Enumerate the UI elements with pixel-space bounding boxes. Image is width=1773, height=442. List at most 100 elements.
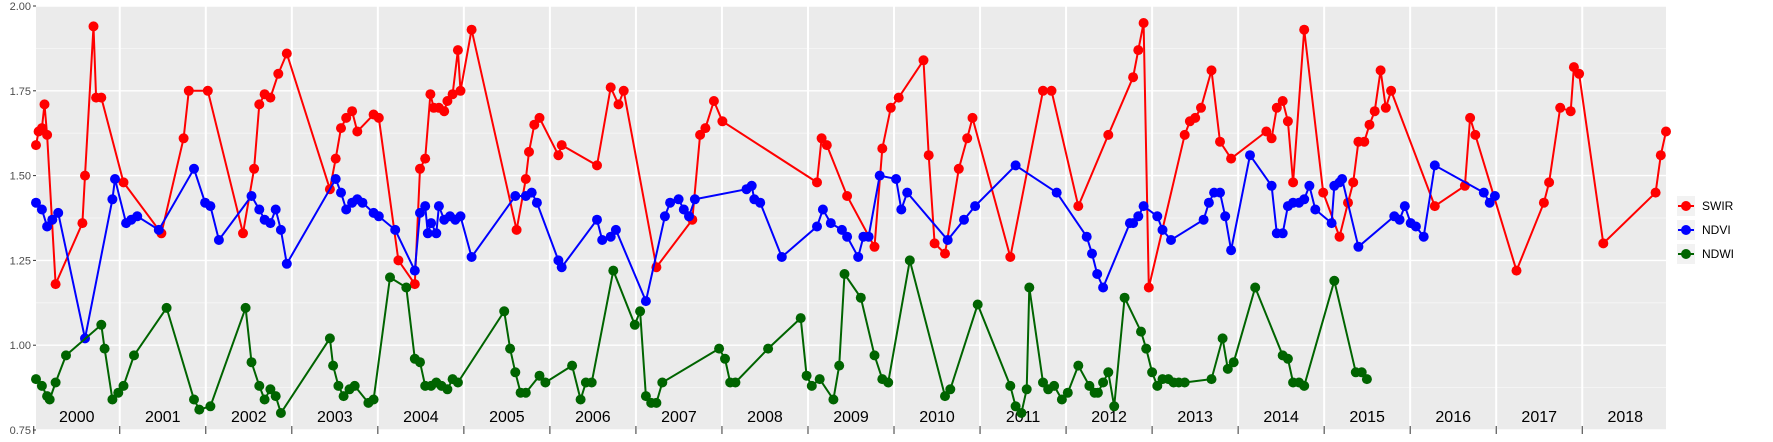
data-point-ndvi xyxy=(390,224,401,235)
data-point-swir xyxy=(1655,150,1666,161)
data-point-ndvi xyxy=(1310,204,1321,215)
data-point-swir xyxy=(842,191,853,201)
data-point-swir xyxy=(1375,65,1386,76)
data-point-ndvi xyxy=(422,228,433,239)
year-label-2013: 2013 xyxy=(1177,409,1213,426)
data-point-ndwi xyxy=(246,357,257,368)
data-point-ndwi xyxy=(801,370,812,381)
data-point-swir xyxy=(466,24,477,35)
data-point-ndvi xyxy=(812,221,822,232)
data-point-swir xyxy=(1143,282,1154,293)
data-point-ndwi xyxy=(635,306,646,317)
data-point-ndwi xyxy=(855,292,866,303)
data-point-swir xyxy=(885,102,896,113)
data-point-swir xyxy=(1282,116,1293,127)
data-point-swir xyxy=(1138,18,1149,28)
data-point-ndwi xyxy=(205,401,216,412)
data-point-ndwi xyxy=(1024,282,1035,293)
data-point-ndvi xyxy=(817,204,828,215)
data-point-ndvi xyxy=(678,204,689,215)
data-point-swir xyxy=(1226,153,1237,164)
data-point-ndvi xyxy=(1133,211,1144,222)
data-point-ndwi xyxy=(763,343,774,354)
data-point-ndvi xyxy=(36,204,47,215)
data-point-ndvi xyxy=(776,252,787,262)
data-point-swir xyxy=(1565,106,1576,117)
data-point-swir xyxy=(893,92,904,103)
data-point-swir xyxy=(183,85,194,96)
data-point-ndwi xyxy=(36,380,47,391)
data-point-ndwi xyxy=(275,408,286,418)
data-point-swir xyxy=(613,99,624,110)
data-point-ndvi xyxy=(1337,174,1348,184)
data-point-ndvi xyxy=(592,214,602,225)
data-point-ndwi xyxy=(720,353,730,364)
data-point-swir xyxy=(77,218,88,229)
data-point-swir xyxy=(80,170,90,181)
y-tick-label: 0.75 xyxy=(10,425,31,437)
data-point-ndwi xyxy=(1179,377,1190,388)
data-point-ndvi xyxy=(47,214,58,225)
data-point-ndvi xyxy=(1418,231,1429,242)
data-point-ndwi xyxy=(640,391,651,402)
data-point-swir xyxy=(812,177,822,188)
legend-label-swir: SWIR xyxy=(1702,199,1734,213)
data-point-swir xyxy=(700,123,711,134)
data-point-ndwi xyxy=(883,377,894,388)
data-point-swir xyxy=(347,106,358,117)
data-point-ndwi xyxy=(254,380,265,391)
legend-label-ndvi: NDVI xyxy=(1702,223,1731,237)
data-point-ndwi xyxy=(328,360,339,371)
data-point-swir xyxy=(36,123,47,134)
data-point-swir xyxy=(708,96,719,106)
data-point-ndvi xyxy=(597,235,608,245)
data-point-swir xyxy=(1348,177,1359,188)
data-point-ndvi xyxy=(336,187,346,198)
data-point-ndvi xyxy=(665,197,676,208)
data-point-swir xyxy=(42,129,53,140)
year-label-2017: 2017 xyxy=(1521,409,1557,426)
data-point-swir xyxy=(1046,85,1057,96)
data-point-ndwi xyxy=(415,357,425,368)
data-point-swir xyxy=(1266,133,1277,144)
data-point-ndwi xyxy=(839,269,850,279)
data-point-ndvi xyxy=(1081,231,1092,242)
year-label-2001: 2001 xyxy=(145,409,181,426)
data-point-ndwi xyxy=(586,377,597,388)
year-label-2012: 2012 xyxy=(1091,409,1127,426)
data-point-ndvi xyxy=(254,204,265,215)
data-point-swir xyxy=(373,112,384,123)
grid-lines xyxy=(32,5,1666,434)
data-point-ndwi xyxy=(113,387,124,398)
data-point-ndvi xyxy=(341,204,352,215)
data-point-ndwi xyxy=(31,374,41,385)
data-point-swir xyxy=(178,133,189,144)
data-point-ndvi xyxy=(107,194,118,205)
data-point-ndvi xyxy=(1087,248,1097,259)
data-point-ndwi xyxy=(657,377,668,388)
data-point-ndwi xyxy=(834,360,845,371)
year-label-2005: 2005 xyxy=(489,409,525,426)
data-point-ndwi xyxy=(629,319,640,330)
data-point-ndwi xyxy=(940,391,950,402)
data-point-swir xyxy=(273,68,284,79)
data-point-ndwi xyxy=(1136,326,1146,337)
data-point-ndwi xyxy=(240,302,251,313)
series-ndvi xyxy=(31,150,1500,344)
data-point-swir xyxy=(1196,102,1206,113)
data-point-ndvi xyxy=(673,194,684,205)
data-point-swir xyxy=(923,150,934,161)
data-point-swir xyxy=(442,96,453,106)
data-point-ndwi xyxy=(270,391,281,402)
data-point-swir xyxy=(249,163,260,174)
data-point-swir xyxy=(877,143,888,154)
y-tick-label: 1.00 xyxy=(10,340,31,352)
data-point-ndvi xyxy=(1478,187,1489,198)
data-point-ndwi xyxy=(1103,367,1114,378)
y-tick-label: 1.25 xyxy=(10,255,31,267)
series-ndwi xyxy=(31,255,1372,418)
data-point-swir xyxy=(1598,238,1609,249)
data-point-swir xyxy=(1190,112,1201,123)
data-point-swir xyxy=(1277,96,1288,106)
data-point-ndvi xyxy=(689,194,700,205)
